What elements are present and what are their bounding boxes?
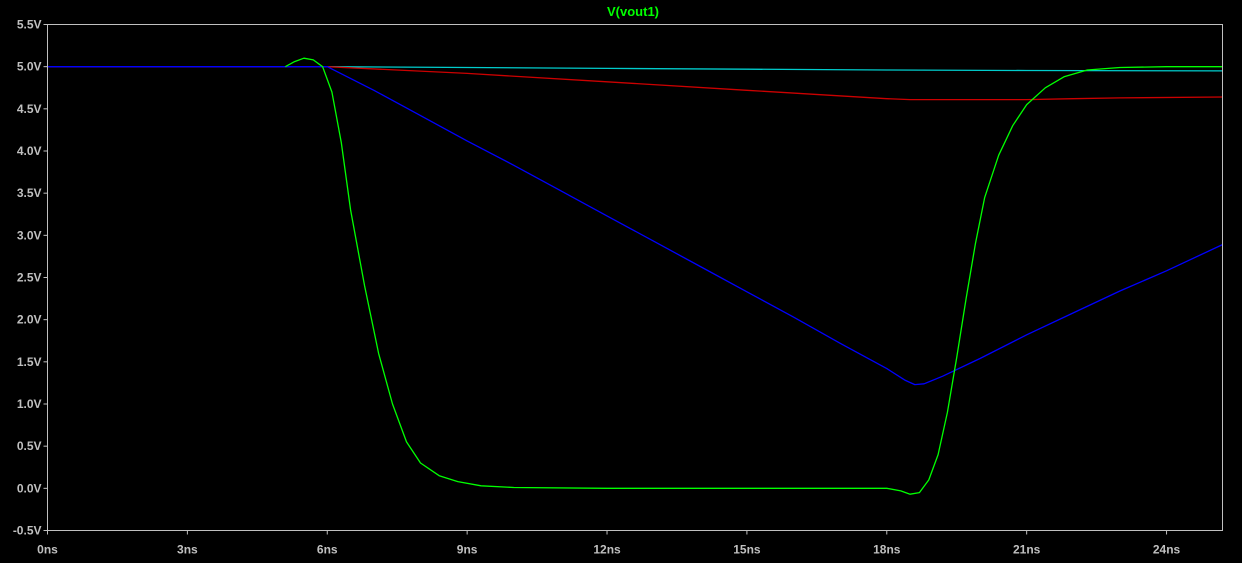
plot-title-legend[interactable]: V(vout1) (607, 4, 659, 19)
y-tick-label: 0.0V (17, 481, 42, 495)
y-tick-label: 2.5V (17, 271, 42, 285)
x-tick-label: 21ns (1013, 543, 1041, 557)
y-tick-label: -0.5V (13, 524, 42, 538)
y-tick-label: 0.5V (17, 439, 42, 453)
y-tick-label: 5.5V (17, 18, 42, 32)
plot-frame (47, 24, 1223, 531)
y-tick-label: 1.5V (17, 355, 42, 369)
x-tick-label: 6ns (317, 543, 338, 557)
y-tick-label: 5.0V (17, 60, 42, 74)
y-tick-label: 3.5V (17, 186, 42, 200)
x-axis: 0ns 3ns 6ns 9ns 12ns 15ns 18ns 21ns 24ns (37, 530, 1181, 557)
trace-line-3[interactable] (284, 57, 1223, 495)
series-layer (47, 57, 1223, 495)
x-tick-label: 9ns (457, 543, 478, 557)
trace-line-2[interactable] (47, 66, 1223, 386)
y-tick-label: 2.0V (17, 313, 42, 327)
x-tick-label: 24ns (1153, 543, 1181, 557)
x-tick-label: 12ns (593, 543, 621, 557)
y-axis: 5.5V 5.0V 4.5V 4.0V 3.5V 3.0V 2.5V 2.0V 1.5V 1.0V… (13, 18, 48, 538)
y-tick-label: 4.5V (17, 102, 42, 116)
x-tick-label: 18ns (873, 543, 901, 557)
x-tick-label: 15ns (733, 543, 761, 557)
y-tick-label: 3.0V (17, 228, 42, 242)
y-tick-label: 1.0V (17, 397, 42, 411)
y-tick-label: 4.0V (17, 144, 42, 158)
x-tick-label: 3ns (177, 543, 198, 557)
x-tick-label: 0ns (37, 543, 58, 557)
